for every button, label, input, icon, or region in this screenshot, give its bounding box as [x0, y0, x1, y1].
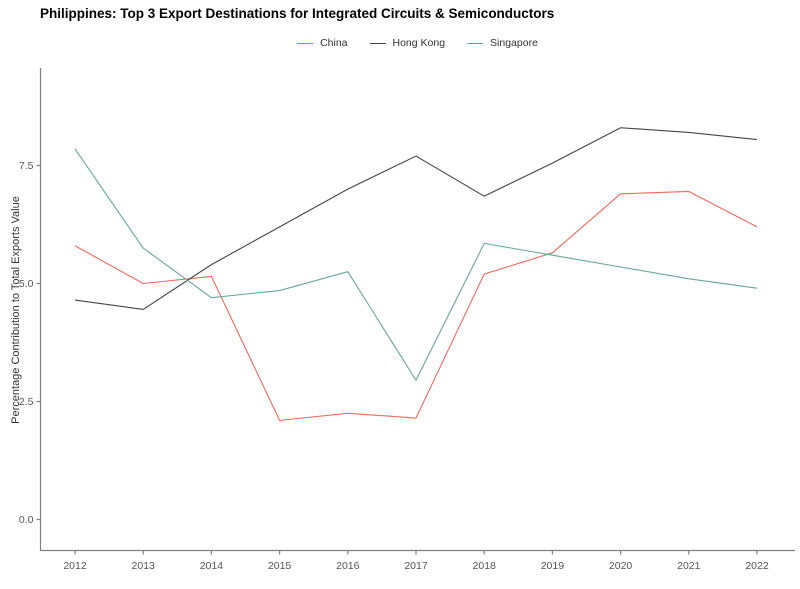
x-tick-label: 2016	[336, 560, 360, 572]
x-tick-label: 2019	[541, 560, 565, 572]
legend: China Hong Kong Singapore	[40, 37, 795, 49]
legend-key-line-china	[297, 42, 314, 44]
chart-title: Philippines: Top 3 Export Destinations f…	[40, 6, 555, 21]
x-tick-label: 2018	[473, 560, 497, 572]
legend-item-singapore: Singapore	[467, 37, 538, 49]
series-line-hong-kong	[74, 127, 758, 311]
series-line-china	[74, 190, 758, 421]
y-tick-label: 7.5	[19, 160, 34, 172]
legend-key-line-hong-kong	[369, 42, 386, 44]
x-tick-label: 2017	[404, 560, 428, 572]
y-tick-label: 2.5	[19, 396, 34, 408]
x-tick-label: 2020	[609, 560, 633, 572]
y-tick-label: 0.0	[19, 514, 34, 526]
x-tick-label: 2014	[200, 560, 224, 572]
legend-label-singapore: Singapore	[490, 37, 538, 49]
legend-key-line-singapore	[467, 42, 484, 44]
legend-item-china: China	[297, 37, 348, 49]
y-tick-label: 5.0	[19, 278, 34, 290]
legend-item-hong-kong: Hong Kong	[369, 37, 446, 49]
legend-label-hong-kong: Hong Kong	[392, 37, 446, 49]
x-tick-label: 2021	[677, 560, 701, 572]
x-tick-label: 2013	[132, 560, 156, 572]
x-tick-label: 2015	[268, 560, 292, 572]
x-tick-label: 2012	[63, 560, 87, 572]
series-line-singapore	[74, 148, 758, 381]
legend-label-china: China	[320, 37, 348, 49]
x-tick-label: 2022	[745, 560, 769, 572]
